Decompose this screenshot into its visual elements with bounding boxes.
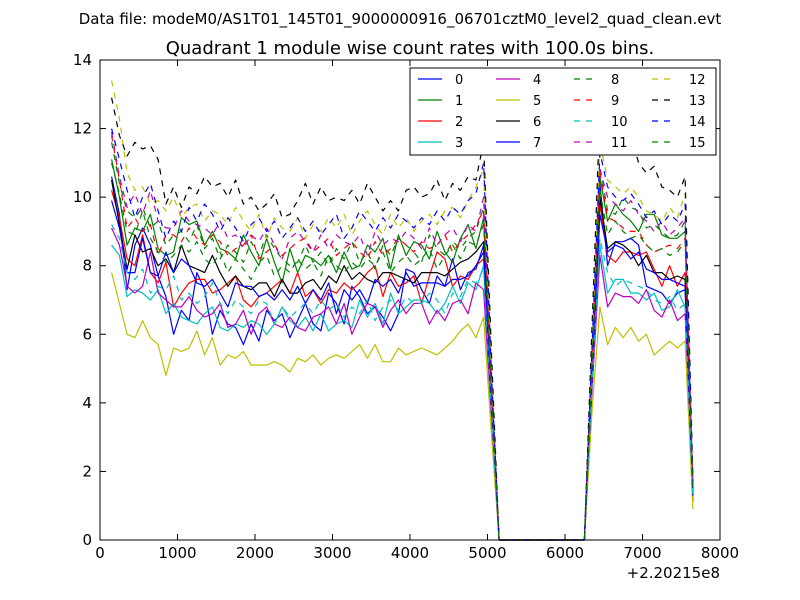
legend-label-8: 8 [611,73,619,88]
y-tick-label: 10 [73,188,92,206]
legend-label-9: 9 [611,94,619,109]
x-tick-label: 6000 [546,544,584,562]
legend-label-2: 2 [455,115,463,130]
x-tick-label: 2000 [236,544,274,562]
legend-label-7: 7 [533,136,541,151]
x-tick-label: 0 [95,544,105,562]
y-tick-label: 0 [82,531,92,549]
x-tick-label: 3000 [313,544,351,562]
y-tick-label: 14 [73,51,92,69]
series-line-7 [111,200,694,541]
y-tick-label: 8 [82,257,92,275]
series-line-11 [111,131,694,541]
suptitle: Data file: modeM0/AS1T01_145T01_90000009… [79,10,722,29]
series-line-4 [111,227,694,541]
y-tick-label: 4 [82,394,92,412]
legend-label-13: 13 [689,94,706,109]
legend-label-4: 4 [533,73,541,88]
legend-label-6: 6 [533,115,541,130]
series-line-5 [111,272,694,541]
series-line-14 [111,128,694,541]
series-line-12 [111,80,694,541]
x-offset-label: +2.20215e8 [627,564,720,582]
x-tick-label: 5000 [468,544,506,562]
series-lines [111,80,694,541]
y-tick-label: 6 [82,325,92,343]
legend-label-5: 5 [533,94,541,109]
legend-label-0: 0 [455,73,463,88]
x-tick-label: 8000 [701,544,739,562]
legend-label-3: 3 [455,136,463,151]
axis-ticks: 0 1000 2000 3000 4000 5000 6000 7000 80000246810… [73,51,739,562]
series-line-13 [111,97,694,541]
y-tick-label: 12 [73,120,92,138]
series-line-10 [111,224,694,541]
legend-label-1: 1 [455,94,463,109]
chart-title: Quadrant 1 module wise count rates with … [166,38,655,59]
legend-label-10: 10 [611,115,628,130]
legend-label-11: 11 [611,136,628,151]
x-tick-label: 7000 [623,544,661,562]
y-tick-label: 2 [82,462,92,480]
legend-label-12: 12 [689,73,706,88]
series-line-15 [111,162,694,541]
legend-box [409,67,717,156]
legend-label-15: 15 [689,136,706,151]
x-tick-label: 1000 [158,544,196,562]
x-tick-label: 4000 [391,544,429,562]
legend-label-14: 14 [689,115,706,130]
